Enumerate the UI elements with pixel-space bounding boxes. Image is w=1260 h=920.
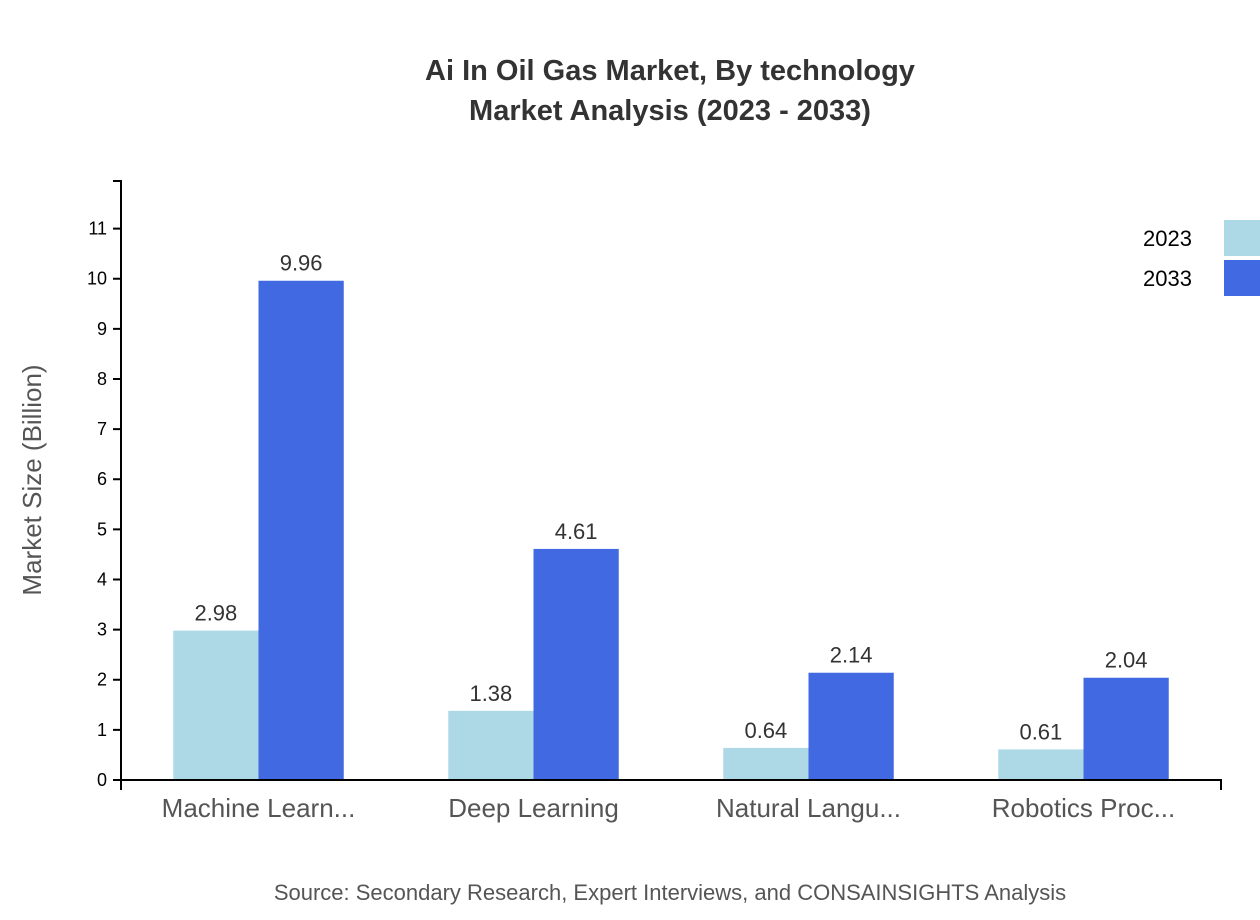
y-tick-label: 3 (97, 620, 107, 640)
data-label: 0.64 (744, 718, 787, 743)
y-tick-label: 11 (88, 219, 107, 239)
y-tick-label: 4 (97, 569, 107, 589)
x-tick-label: Deep Learning (448, 793, 619, 823)
y-tick-label: 5 (97, 519, 107, 539)
y-axis-line (113, 180, 122, 780)
x-tick-label: Natural Langu... (716, 793, 901, 823)
data-label: 2.98 (194, 601, 237, 626)
source-note: Source: Secondary Research, Expert Inter… (274, 880, 1066, 905)
y-tick-label: 6 (97, 469, 107, 489)
legend-label: 2033 (1143, 266, 1192, 291)
y-tick-label: 10 (87, 269, 107, 289)
bar-2033 (533, 548, 619, 780)
data-label: 1.38 (469, 681, 512, 706)
data-label: 2.04 (1105, 648, 1148, 673)
data-label: 2.14 (830, 643, 873, 668)
y-tick-label: 0 (97, 770, 107, 790)
data-label: 9.96 (280, 251, 323, 276)
y-axis-label: Market Size (Billion) (17, 364, 47, 595)
chart-subtitle: Market Analysis (2023 - 2033) (469, 95, 871, 127)
y-tick-label: 7 (97, 419, 107, 439)
bar-2033 (258, 280, 344, 780)
bar-2023 (448, 710, 534, 780)
legend-label: 2023 (1143, 226, 1192, 251)
legend-swatch-2023 (1224, 220, 1260, 256)
y-tick-label: 1 (97, 720, 107, 740)
x-axis-line (120, 779, 1222, 790)
x-tick-label: Robotics Proc... (992, 793, 1176, 823)
bar-2033 (1083, 677, 1169, 780)
data-label: 0.61 (1019, 719, 1062, 744)
bar-2023 (173, 630, 259, 780)
y-tick-label: 9 (97, 319, 107, 339)
y-tick-label: 8 (97, 369, 107, 389)
x-tick-label: Machine Learn... (162, 793, 356, 823)
bar-2023 (723, 747, 809, 780)
data-label: 4.61 (555, 519, 598, 544)
bar-2023 (998, 749, 1084, 780)
y-tick-label: 2 (97, 670, 107, 690)
chart-title: Ai In Oil Gas Market, By technology (425, 55, 915, 87)
legend-swatch-2033 (1224, 260, 1260, 296)
bar-2033 (808, 672, 894, 780)
